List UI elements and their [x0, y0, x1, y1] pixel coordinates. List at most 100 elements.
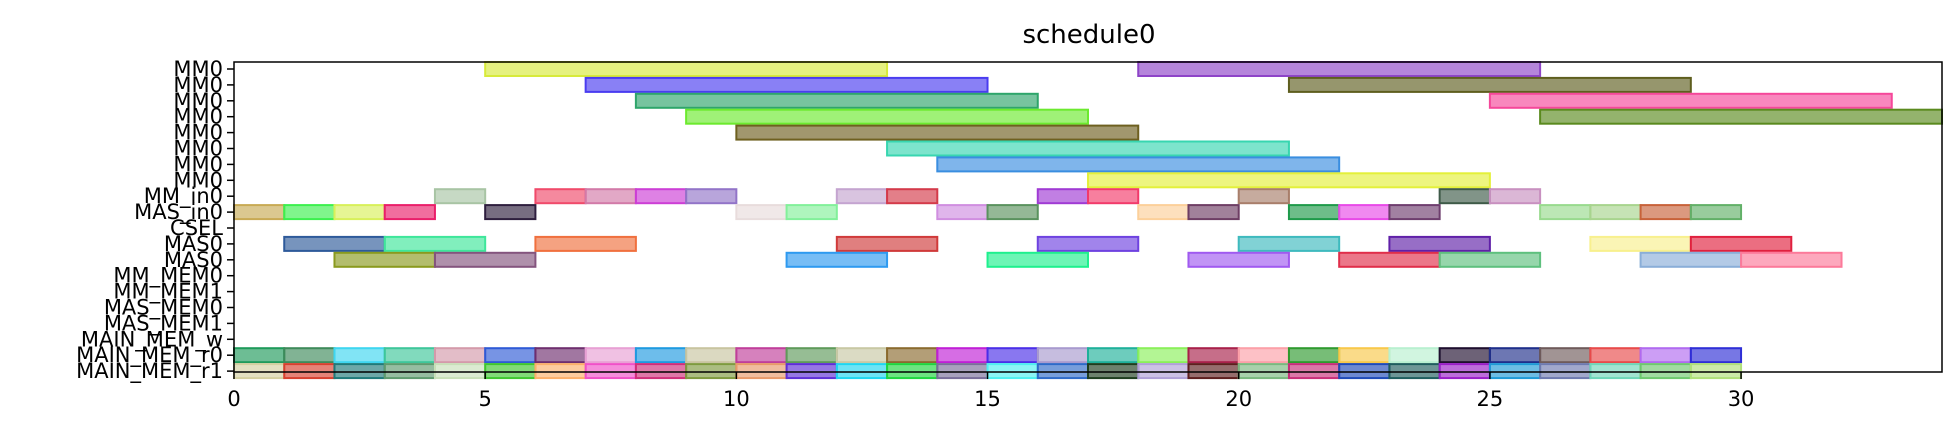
task-bar — [1338, 363, 1391, 380]
task-bar — [835, 347, 889, 364]
y-tick-label: MAS_MEM1 — [104, 311, 223, 336]
task-bar — [1237, 347, 1290, 364]
task-bar — [1488, 188, 1542, 205]
task-bar — [1639, 251, 1743, 268]
task-bar — [584, 76, 989, 93]
x-tick-label: 20 — [1225, 387, 1252, 411]
task-bar — [685, 347, 738, 364]
task-bar — [634, 347, 688, 364]
task-bar — [484, 204, 537, 221]
y-tick-label: MAS0 — [164, 232, 223, 256]
task-bar — [1438, 347, 1491, 364]
task-bar — [1338, 251, 1441, 268]
task-bar — [835, 235, 939, 252]
y-tick-label: MAS_MEM0 — [104, 296, 223, 321]
task-bar — [433, 251, 537, 268]
task-bar — [1539, 347, 1592, 364]
task-bar — [1539, 204, 1592, 221]
task-bar — [735, 347, 788, 364]
task-bar — [383, 204, 436, 221]
task-bar — [383, 235, 487, 252]
task-bar — [886, 347, 939, 364]
y-tick-label: MM0 — [173, 89, 223, 113]
task-bar — [1087, 363, 1140, 380]
task-bar — [1589, 347, 1642, 364]
task-bar — [685, 363, 738, 380]
task-bar — [1689, 235, 1793, 252]
task-bar — [584, 347, 637, 364]
x-tick-label: 30 — [1728, 387, 1755, 411]
y-tick-label: MM0 — [173, 152, 223, 176]
task-bar — [735, 124, 1140, 141]
task-bar — [1237, 235, 1341, 252]
task-bar — [1137, 204, 1190, 221]
task-bar — [1087, 188, 1140, 205]
task-bar — [283, 347, 336, 364]
task-bar — [1689, 347, 1743, 364]
y-tick-label: MM_MEM1 — [113, 280, 223, 305]
task-bar — [1689, 204, 1743, 221]
task-bar — [1036, 363, 1089, 380]
task-bar — [283, 235, 386, 252]
task-bar — [1287, 347, 1341, 364]
task-bar — [1187, 251, 1290, 268]
task-bar — [986, 363, 1039, 380]
task-bar — [1539, 108, 1944, 125]
task-bar — [484, 347, 537, 364]
task-bar — [936, 363, 989, 380]
task-bar — [1287, 204, 1341, 221]
task-bar — [1287, 76, 1692, 93]
task-bar — [534, 235, 637, 252]
task-bar — [634, 363, 688, 380]
task-bar — [1036, 347, 1089, 364]
task-bar — [785, 251, 889, 268]
task-bar — [886, 140, 1290, 157]
task-bar — [534, 347, 587, 364]
task-bar — [1137, 363, 1190, 380]
task-bar — [1287, 363, 1341, 380]
task-bar — [233, 204, 286, 221]
task-bar — [1488, 92, 1893, 109]
task-bar — [1338, 204, 1391, 221]
task-bar — [1036, 188, 1089, 205]
task-bar — [936, 204, 989, 221]
task-bar — [1087, 347, 1140, 364]
task-bar — [936, 156, 1341, 173]
task-bar — [1237, 363, 1290, 380]
task-bar — [1488, 363, 1542, 380]
y-tick-label: MM_in0 — [144, 184, 223, 209]
task-bar — [1137, 61, 1542, 77]
task-bar — [333, 251, 436, 268]
task-bar — [1438, 188, 1491, 205]
y-tick-label: MM0 — [173, 105, 223, 129]
task-bar — [333, 363, 386, 380]
task-bar — [283, 363, 336, 380]
chart-title: schedule0 — [1022, 20, 1155, 50]
task-bar — [1589, 204, 1642, 221]
y-tick-label: MAIN_MEM_w — [81, 327, 223, 352]
x-tick-label: 15 — [974, 387, 1001, 411]
task-bar — [1388, 363, 1441, 380]
task-bar — [1589, 235, 1692, 252]
task-bar — [534, 188, 587, 205]
task-bar — [685, 108, 1090, 125]
y-tick-label: MM0 — [173, 168, 223, 192]
y-tick-label: MM0 — [173, 121, 223, 145]
task-bar — [785, 347, 838, 364]
task-bar — [333, 204, 386, 221]
task-bar — [1187, 347, 1240, 364]
task-bar — [1137, 347, 1190, 364]
task-bar — [433, 188, 487, 205]
y-tick-label: MM0 — [173, 137, 223, 161]
task-bar — [1388, 204, 1441, 221]
task-bar — [233, 363, 286, 380]
task-bar — [735, 204, 788, 221]
task-bars — [233, 61, 1944, 380]
task-bar — [886, 363, 939, 380]
task-bar — [986, 251, 1090, 268]
task-bar — [383, 347, 436, 364]
task-bar — [433, 363, 487, 380]
task-bar — [1388, 347, 1441, 364]
plot-frame — [233, 61, 1943, 373]
